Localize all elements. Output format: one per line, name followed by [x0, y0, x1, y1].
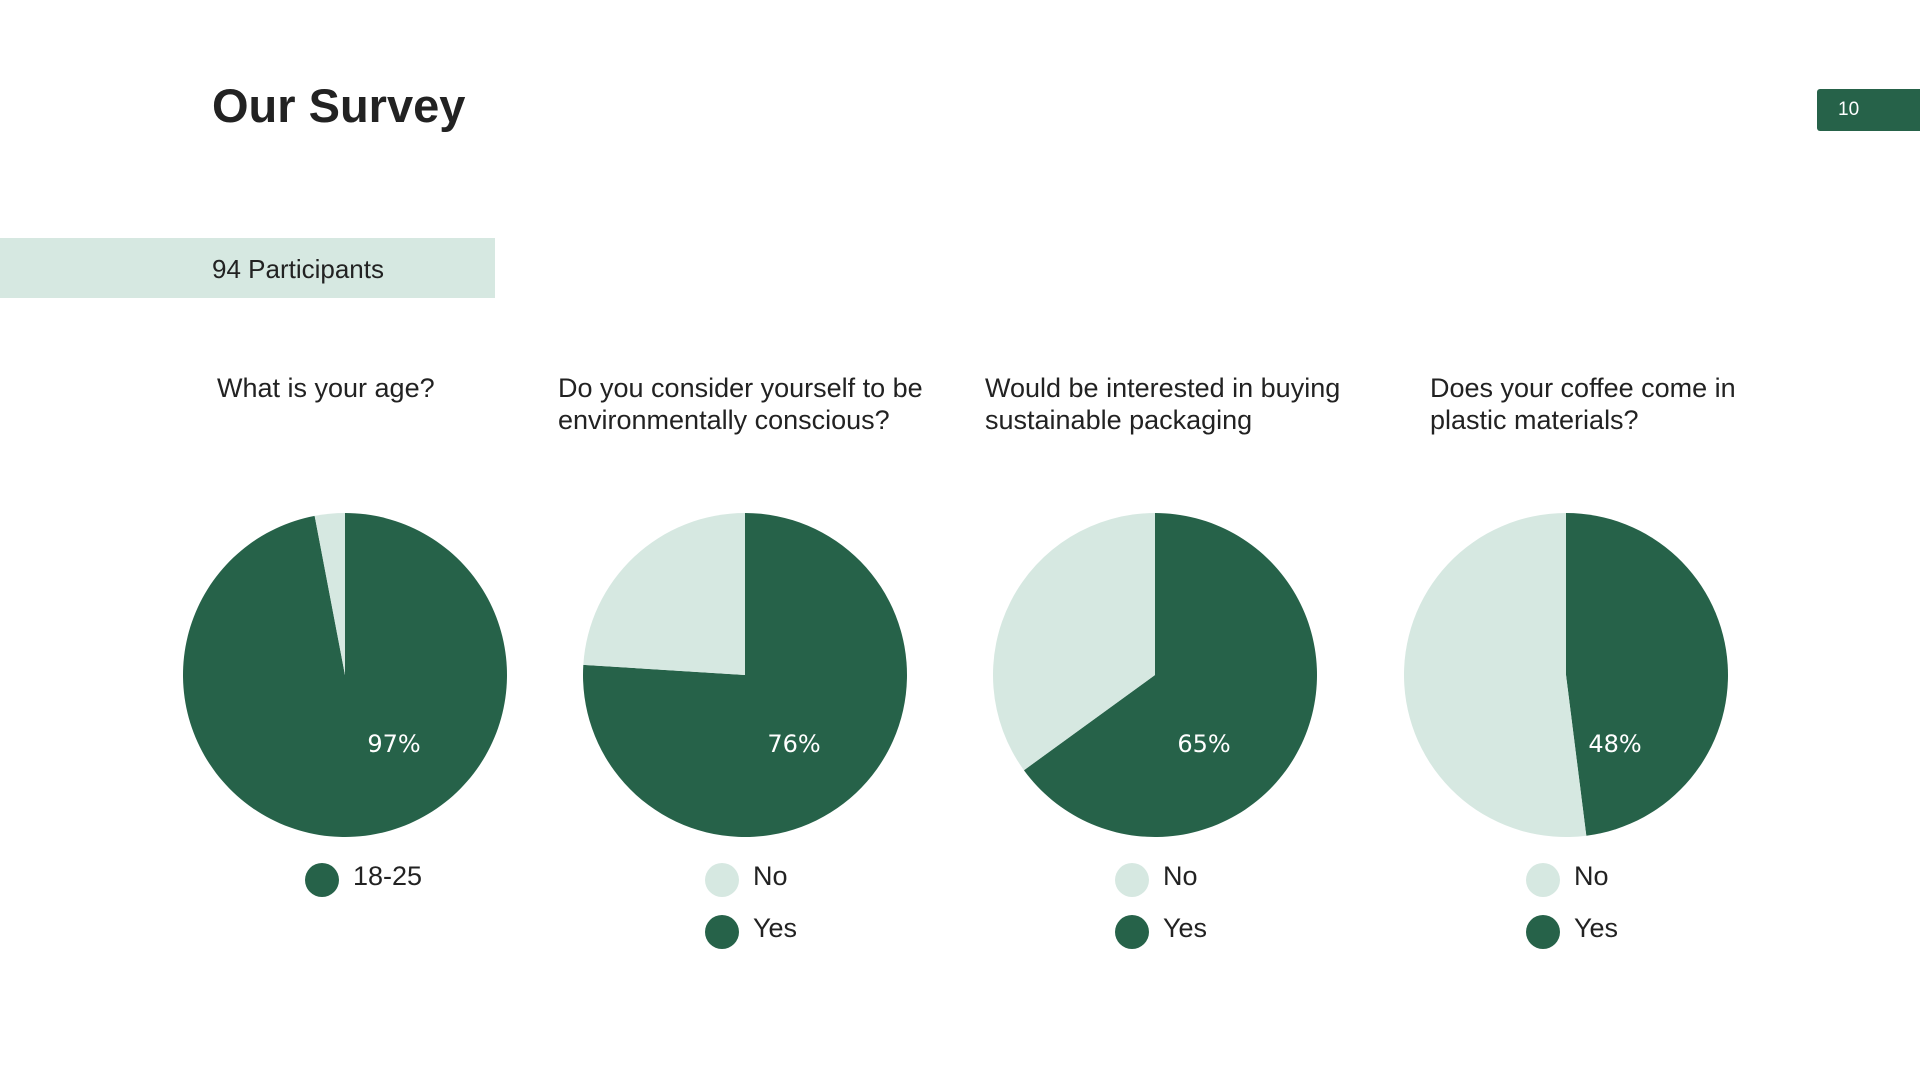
- legend-label: Yes: [1163, 913, 1207, 943]
- question: Does your coffee come in plastic materia…: [1430, 373, 1736, 435]
- legend-dot: [1526, 915, 1560, 949]
- question: Would be interested in buying sustainabl…: [985, 373, 1341, 435]
- legend-label: Yes: [1574, 913, 1618, 943]
- legend-dot: [705, 915, 739, 949]
- participants-band: 94 Participants: [0, 238, 495, 298]
- legend-label: No: [1574, 861, 1609, 891]
- legend-label: 18-25: [353, 861, 422, 891]
- pie-slice: [1404, 513, 1587, 837]
- pie-slice: [1566, 513, 1729, 836]
- legend-label: No: [1163, 861, 1198, 891]
- pie-slice: [1023, 513, 1318, 838]
- pie-slice: [583, 513, 745, 675]
- legend-dot: [305, 863, 339, 897]
- legend-dot: [1115, 863, 1149, 897]
- legend-dot: [705, 863, 739, 897]
- legend-dot: [1115, 915, 1149, 949]
- value-label: 65%: [1177, 730, 1230, 758]
- pie-slice: [993, 513, 1155, 771]
- pie-slice: [314, 513, 345, 675]
- legend-label: No: [753, 861, 788, 891]
- question: What is your age?: [217, 373, 435, 403]
- value-label: 97%: [367, 730, 420, 758]
- question: Do you consider yourself to be environme…: [558, 373, 923, 435]
- legend-dot: [1526, 863, 1560, 897]
- pie-slice: [182, 513, 507, 838]
- participants: 94 Participants: [212, 254, 384, 284]
- value-label: 48%: [1588, 730, 1641, 758]
- value-label: 76%: [767, 730, 820, 758]
- legend-label: Yes: [753, 913, 797, 943]
- page-number: 10: [1817, 89, 1920, 131]
- slide-title: Our Survey: [212, 79, 466, 132]
